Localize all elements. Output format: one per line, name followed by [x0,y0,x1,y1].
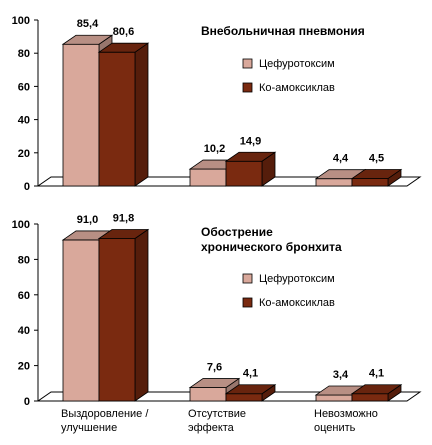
chart-title: хронического бронхита [201,240,342,254]
bar-top [224,151,277,162]
bar-top [97,229,150,239]
x-category-label: Отсутствие [188,408,246,420]
x-category-label: эффекта [188,422,235,434]
data-label: 10,2 [204,143,225,155]
bar [315,178,353,187]
legend-label: Цефуротоксим [259,58,335,70]
data-label: 4,5 [369,153,384,165]
data-label: 4,1 [369,368,384,380]
chart-title: Обострение [201,225,273,239]
y-tick-label: 0 [24,396,30,408]
y-tick-label: 80 [18,254,30,266]
bar [98,51,136,187]
y-tick-label: 20 [18,148,30,160]
y-tick-label: 20 [18,361,30,373]
y-tick-label: 40 [18,325,30,337]
bar [98,238,136,402]
legend-swatch [242,82,253,93]
x-category-label: Невозможно [314,408,378,420]
data-label: 91,8 [113,213,134,225]
y-tick-label: 60 [18,81,30,93]
legend-label: Цефуротоксим [259,273,335,285]
bar [225,393,263,402]
legend-label: Ко-амоксиклав [259,82,335,94]
data-label: 80,6 [113,26,134,38]
bar [315,394,353,402]
chart-title: Внебольничная пневмония [201,24,365,38]
bar-side [134,42,149,187]
legend-swatch [242,58,253,69]
y-tick-label: 40 [18,115,30,127]
legend-label: Ко-амоксиклав [259,297,335,309]
bar-top [188,378,241,388]
y-tick-label: 100 [12,15,30,27]
x-category-label: улучшение [61,422,117,434]
data-label: 4,1 [243,368,258,380]
bar [189,168,227,187]
data-label: 4,4 [333,153,349,165]
y-tick-label: 0 [24,181,30,193]
bar [62,239,100,402]
bar [351,393,389,402]
legend-swatch [242,273,253,284]
data-label: 3,4 [333,369,349,381]
bar [62,43,100,187]
bar [351,178,389,187]
bar [225,160,263,187]
bar-side [134,228,149,402]
data-label: 91,0 [77,214,98,226]
bar-top [350,169,403,179]
x-category-label: Выздоровление / [61,408,149,420]
chart-floor [36,176,422,187]
y-tick-label: 60 [18,290,30,302]
data-label: 85,4 [77,18,99,30]
y-tick-label: 80 [18,48,30,60]
x-category-label: оценить [314,422,356,434]
chart-floor [36,391,422,402]
y-tick-label: 100 [12,219,30,231]
data-label: 14,9 [240,135,261,147]
bar-top [61,34,114,45]
legend-swatch [242,297,253,308]
bar [189,387,227,402]
bar-top [350,384,403,395]
data-label: 7,6 [207,362,222,374]
bar-top [97,42,150,53]
bar-top [224,384,277,395]
